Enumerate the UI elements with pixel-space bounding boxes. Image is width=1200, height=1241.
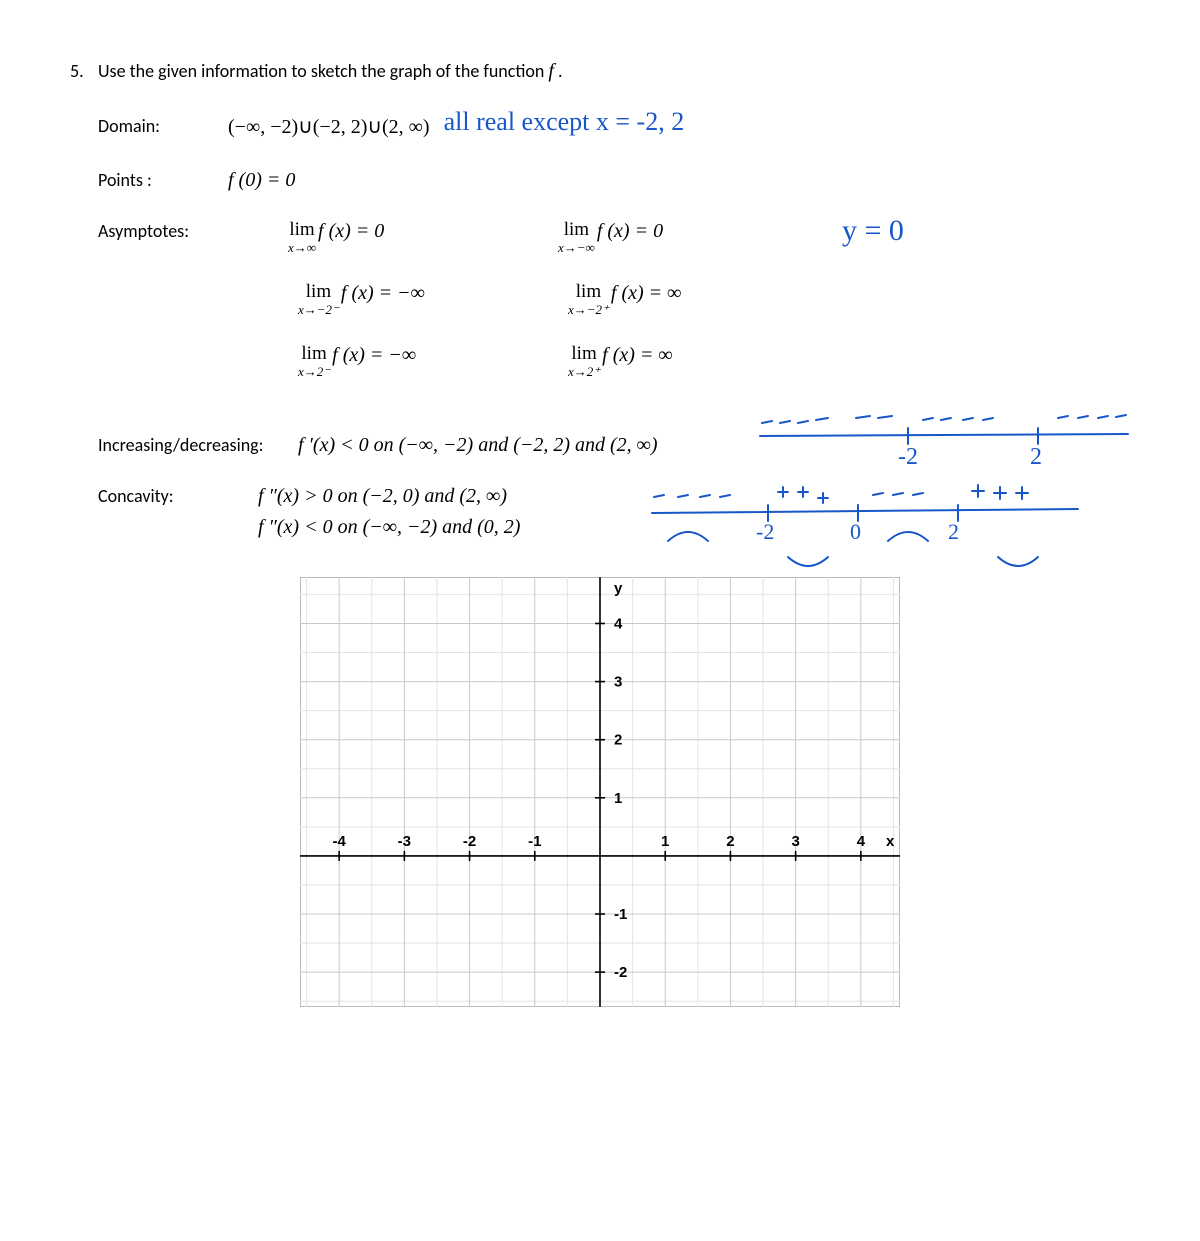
fpp-pos2: 2 [948, 519, 959, 544]
domain-annotation: all real except x = -2, 2 [444, 107, 685, 137]
lim4-sub: x→−2⁺ [568, 303, 609, 316]
svg-text:2: 2 [614, 732, 622, 749]
lim3-body: f (x) = −∞ [341, 282, 425, 305]
lim4-body: f (x) = ∞ [611, 282, 682, 305]
lim5-body: f (x) = −∞ [332, 344, 416, 367]
asymptotes-label: Asymptotes: [98, 220, 288, 242]
lim2-body: f (x) = 0 [597, 220, 663, 243]
fprime-signline-icon: -2 2 [758, 408, 1138, 478]
x-tick-label: -1 [528, 833, 541, 850]
coordinate-grid: -4 -3 -2 -1 1 2 3 4 1 2 3 4 -1 -2 x y [300, 577, 900, 1007]
lim4-top: lim [568, 282, 609, 301]
lim2-sub: x→−∞ [558, 241, 595, 254]
lim6-body: f (x) = ∞ [602, 344, 673, 367]
question-text: Use the given information to sketch the … [98, 60, 563, 83]
question-row: 5. Use the given information to sketch t… [70, 60, 1130, 83]
svg-text:-2: -2 [614, 964, 627, 981]
limit-3: lim x→−2⁻ f (x) = −∞ [298, 282, 498, 316]
x-tick-label: -4 [332, 833, 346, 850]
domain-expr: (−∞, −2)∪(−2, 2)∪(2, ∞) [228, 114, 430, 139]
x-tick-label: -3 [398, 833, 411, 850]
limit-pair-3: lim x→2⁻ f (x) = −∞ lim x→2⁺ f (x) = ∞ [298, 344, 1130, 378]
concavity-label: Concavity: [98, 485, 228, 507]
limit-5: lim x→2⁻ f (x) = −∞ [298, 344, 498, 378]
svg-text:y: y [614, 580, 623, 597]
graph-area: -4 -3 -2 -1 1 2 3 4 1 2 3 4 -1 -2 x y [70, 577, 1130, 1007]
lim3-sub: x→−2⁻ [298, 303, 339, 316]
domain-row: Domain: (−∞, −2)∪(−2, 2)∪(2, ∞) all real… [98, 111, 1130, 141]
lim6-top: lim [568, 344, 600, 363]
domain-label: Domain: [98, 115, 228, 137]
x-tick-label: 4 [857, 833, 866, 850]
points-row: Points : f (0) = 0 [98, 169, 1130, 192]
lim1-body: f (x) = 0 [318, 220, 384, 243]
x-tick-label: -2 [463, 833, 476, 850]
points-expr: f (0) = 0 [228, 169, 295, 192]
limit-pair-2: lim x→−2⁻ f (x) = −∞ lim x→−2⁺ f (x) = ∞ [298, 282, 1130, 316]
incdec-label: Increasing/decreasing: [98, 434, 298, 456]
svg-text:1: 1 [614, 790, 622, 807]
concavity-row: Concavity: f ″(x) > 0 on (−2, 0) and (2,… [98, 485, 1130, 547]
fprime-pos2: 2 [1030, 444, 1042, 470]
x-tick-label: 2 [726, 833, 734, 850]
prompt-text: Use the given information to sketch the … [98, 60, 548, 82]
lim1-top: lim [288, 220, 316, 239]
svg-text:-1: -1 [614, 906, 627, 923]
asymptotes-row: Asymptotes: lim x→∞ f (x) = 0 lim x→−∞ f… [98, 220, 1130, 406]
prompt-dot: . [558, 60, 563, 82]
lim6-sub: x→2⁺ [568, 365, 600, 378]
question-number: 5. [70, 60, 98, 82]
limit-2: lim x→−∞ f (x) = 0 [558, 220, 758, 254]
limit-1: lim x→∞ f (x) = 0 [288, 220, 488, 254]
lim1-sub: x→∞ [288, 241, 316, 254]
limit-pair-1: lim x→∞ f (x) = 0 lim x→−∞ f (x) = 0 y =… [288, 220, 1130, 254]
points-label: Points : [98, 169, 228, 191]
prompt-f: f [548, 60, 554, 82]
concavity-line1: f ″(x) > 0 on (−2, 0) and (2, ∞) [258, 485, 520, 508]
svg-text:4: 4 [614, 615, 623, 632]
incdec-expr: f ′(x) < 0 on (−∞, −2) and (−2, 2) and (… [298, 434, 658, 457]
fpp-zero: 0 [850, 519, 861, 544]
svg-text:x: x [886, 833, 895, 850]
lim5-top: lim [298, 344, 330, 363]
concavity-line2: f ″(x) < 0 on (−∞, −2) and (0, 2) [258, 516, 520, 539]
x-tick-label: 3 [791, 833, 799, 850]
limit-6: lim x→2⁺ f (x) = ∞ [568, 344, 768, 378]
svg-text:3: 3 [614, 674, 622, 691]
asym-annot-y0: y = 0 [842, 214, 904, 248]
lim3-top: lim [298, 282, 339, 301]
lim2-top: lim [558, 220, 595, 239]
fpp-neg2: -2 [756, 519, 774, 544]
x-tick-label: 1 [661, 833, 669, 850]
lim5-sub: x→2⁻ [298, 365, 330, 378]
fpp-signline-icon: -2 0 2 [648, 479, 1118, 579]
limit-4: lim x→−2⁺ f (x) = ∞ [568, 282, 768, 316]
incdec-row: Increasing/decreasing: f ′(x) < 0 on (−∞… [98, 434, 1130, 457]
fprime-neg2: -2 [898, 444, 918, 470]
